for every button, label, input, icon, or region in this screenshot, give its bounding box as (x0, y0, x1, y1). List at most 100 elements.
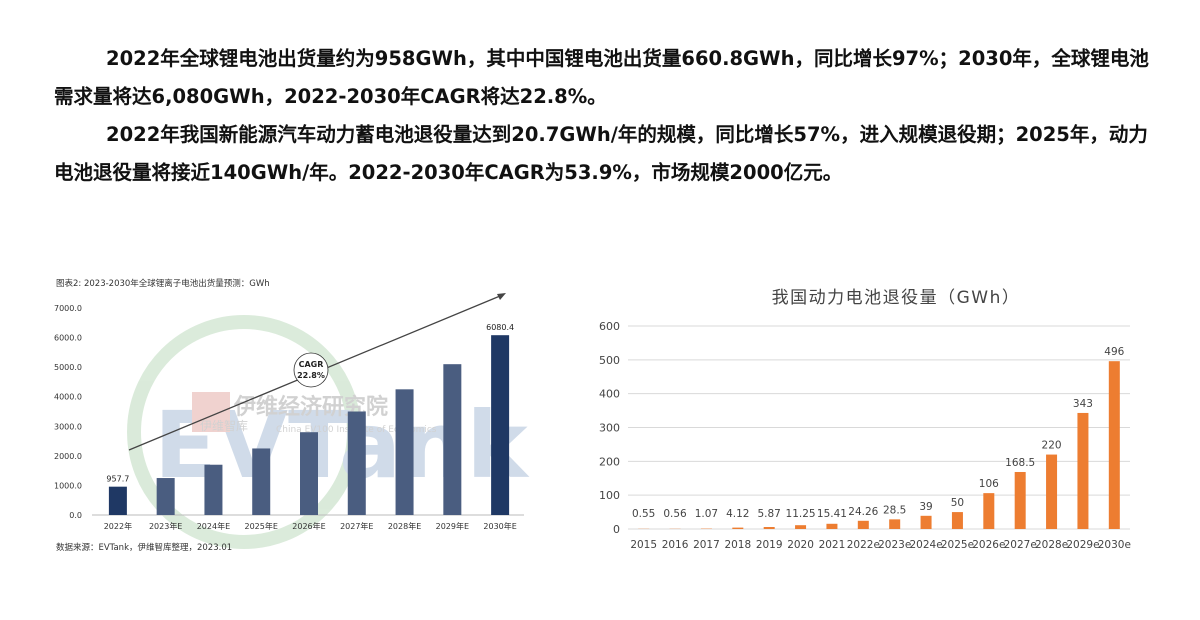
chart-title: 图表2: 2023-2030年全球锂离子电池出货量预测：GWh (56, 278, 270, 289)
y-tick-label: 0.0 (69, 511, 82, 520)
bar-2023e (889, 519, 901, 529)
data-label: 168.5 (1005, 457, 1035, 469)
data-label: 343 (1073, 398, 1093, 410)
bar-2026e (983, 493, 995, 529)
watermark-seal (192, 392, 230, 432)
chart-source: 数据来源：EVTank，伊维智库整理，2023.01 (56, 542, 232, 553)
bar-2027年E (347, 411, 366, 515)
x-tick-label: 2025年E (245, 521, 278, 531)
y-tick-label: 5000.0 (54, 363, 82, 372)
bar-2028e (1046, 454, 1058, 529)
data-label: 220 (1042, 440, 1062, 452)
data-label: 496 (1104, 346, 1124, 358)
data-label: 11.25 (786, 508, 816, 520)
bar-2019 (763, 527, 775, 529)
bar-2024e (920, 515, 932, 529)
paragraph-text: 2022年全球锂电池出货量约为958GWh，其中中国锂电池出货量660.8GWh… (54, 47, 1149, 108)
watermark-brand-short: 伊维智库 (200, 418, 248, 433)
x-tick-label: 2018 (724, 539, 751, 551)
x-tick-label: 2030年E (483, 521, 516, 531)
y-tick-label: 7000.0 (54, 304, 82, 313)
bar-2018 (732, 527, 744, 529)
y-axis: 0 100 200 300 400 500 600 (599, 320, 620, 536)
bars (638, 361, 1120, 529)
y-tick-label: 2000.0 (54, 452, 82, 461)
bar-2029年E (443, 364, 462, 515)
x-tick-label: 2019 (756, 539, 783, 551)
x-tick-label: 2028年E (388, 521, 421, 531)
bar-2030年E (491, 335, 510, 515)
x-tick-label: 2017 (693, 539, 720, 551)
y-tick-label: 100 (599, 489, 620, 502)
x-tick-label: 2026e (972, 539, 1005, 551)
y-tick-label: 1000.0 (54, 481, 82, 490)
data-label: 24.26 (848, 506, 878, 518)
x-tick-label: 2023e (878, 539, 911, 551)
data-label: 15.41 (817, 508, 847, 520)
bars (108, 335, 510, 515)
x-tick-label: 2022年 (104, 521, 132, 531)
x-tick-label: 2020 (787, 539, 814, 551)
data-label: 5.87 (757, 508, 780, 520)
chart-title: 我国动力电池退役量（GWh） (772, 288, 1021, 308)
x-tick-label: 2029年E (436, 521, 469, 531)
bar-2025e (951, 512, 963, 529)
cagr-label: CAGR (299, 360, 324, 369)
x-tick-label: 2029e (1066, 539, 1099, 551)
bar-2023年E (156, 478, 175, 515)
x-axis-labels: 2015 2016 2017 2018 2019 2020 2021 2022e2023e20… (630, 539, 1131, 551)
bar-2022年 (108, 486, 127, 515)
data-label: 106 (979, 478, 999, 490)
paragraph-global-battery: 2022年全球锂电池出货量约为958GWh，其中中国锂电池出货量660.8GWh… (54, 40, 1154, 116)
y-tick-label: 200 (599, 455, 620, 468)
data-label: 1.07 (695, 508, 718, 520)
x-tick-label: 2015 (630, 539, 657, 551)
bar-2022e (857, 520, 869, 529)
bar-2027e (1014, 471, 1026, 529)
bar-2026年E (300, 432, 318, 515)
x-tick-label: 2027e (1004, 539, 1037, 551)
x-tick-label: 2026年E (292, 521, 325, 531)
data-labels: 0.55 0.56 1.07 4.12 5.87 11.25 15.41 24.26 28.5 3… (632, 346, 1125, 520)
bar-2028年E (395, 389, 414, 515)
data-label: 50 (951, 497, 964, 509)
y-tick-label: 500 (599, 354, 620, 367)
x-tick-label: 2023年E (149, 521, 182, 531)
y-tick-label: 300 (599, 422, 620, 435)
data-label: 0.56 (663, 508, 687, 520)
data-label: 28.5 (883, 504, 906, 516)
data-labels: 957.7 6080.4 (106, 323, 514, 483)
bar-2021 (826, 523, 838, 529)
global-shipment-chart: EVTank 伊维经济研究院 伊维智库 China EV100 Institut… (54, 278, 530, 553)
x-tick-label: 2024年E (197, 521, 230, 531)
x-tick-label: 2016 (662, 539, 689, 551)
y-tick-label: 4000.0 (54, 393, 82, 402)
trend-arrowhead (497, 293, 506, 300)
bar-2029e (1077, 412, 1089, 529)
x-tick-label: 2024e (909, 539, 942, 551)
bar-2024年E (204, 464, 223, 515)
bar-2025年E (252, 448, 271, 515)
paragraph-text: 2022年我国新能源汽车动力蓄电池退役量达到20.7GWh/年的规模，同比增长5… (54, 123, 1148, 184)
x-tick-label: 2028e (1035, 539, 1068, 551)
bar-2030e (1108, 361, 1120, 529)
cagr-value: 22.8% (297, 371, 325, 380)
data-label: 6080.4 (486, 323, 514, 332)
x-tick-label: 2022e (847, 539, 880, 551)
data-label: 4.12 (726, 508, 749, 520)
y-tick-label: 600 (599, 320, 620, 333)
y-axis: 0.0 1000.0 2000.0 3000.0 4000.0 5000.0 6000.0 7… (54, 304, 82, 520)
x-tick-label: 2021 (819, 539, 846, 551)
bar-2020 (795, 525, 807, 529)
x-tick-label: 2027年E (340, 521, 373, 531)
y-tick-label: 6000.0 (54, 334, 82, 343)
paragraph-retired-battery: 2022年我国新能源汽车动力蓄电池退役量达到20.7GWh/年的规模，同比增长5… (54, 116, 1154, 192)
watermark: EVTank 伊维经济研究院 伊维智库 China EV100 Institut… (127, 315, 530, 549)
y-tick-label: 0 (613, 523, 620, 536)
data-label: 957.7 (106, 475, 129, 484)
cagr-badge (293, 352, 329, 388)
data-label: 39 (919, 501, 932, 513)
y-tick-label: 3000.0 (54, 422, 82, 431)
x-tick-label: 2030e (1098, 539, 1131, 551)
